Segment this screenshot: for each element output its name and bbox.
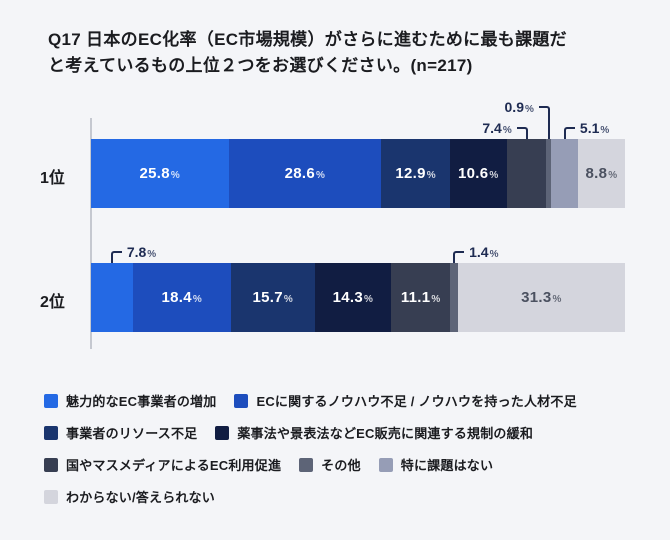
bar-segment: 10.6% [450, 139, 507, 208]
bar-segment [546, 139, 551, 208]
legend-label: 魅力的なEC事業者の増加 [66, 394, 217, 409]
callout-value-label: 7.4% [482, 120, 512, 136]
legend-item: 魅力的なEC事業者の増加 [44, 391, 216, 410]
bar-segment: 14.3% [314, 263, 392, 332]
bar-segment: 31.3% [457, 263, 625, 332]
callout-value-label: 5.1% [579, 120, 610, 136]
legend-swatch [44, 393, 58, 408]
row-category-label: 1位 [40, 169, 65, 187]
chart-title-line-1: Q17 日本のEC化率（EC市場規模）がさらに進むために最も課題だ [48, 30, 567, 49]
legend-swatch [299, 457, 314, 472]
legend-item: 事業者のリソース不足 [44, 423, 197, 442]
callout-line [538, 106, 550, 139]
bar-segment: 15.7% [230, 263, 315, 332]
legend-label: 薬事法や景表法などEC販売に関連する規制の緩和 [237, 426, 534, 441]
bar-segment [506, 139, 547, 208]
segment-value-label: 31.3% [521, 289, 562, 306]
segment-value-label: 25.8% [139, 165, 181, 182]
segment-value-label: 15.7% [252, 289, 294, 306]
legend-item: 特に課題はない [378, 455, 494, 474]
bar-segment: 28.6% [228, 139, 382, 208]
axis-line [90, 118, 92, 349]
segment-value-label: 11.1% [400, 289, 441, 306]
legend-swatch [44, 457, 58, 472]
bar-row: 25.8% 28.6% 12.9% 10.6% 8.8% [91, 139, 625, 208]
callout-line [453, 251, 465, 263]
legend-label: ECに関するノウハウ不足 / ノウハウを持った人材不足 [256, 394, 577, 409]
segment-value-label: 28.6% [284, 165, 326, 182]
legend-swatch [234, 393, 249, 408]
callout-line [516, 127, 528, 139]
legend-item: ECに関するノウハウ不足 / ノウハウを持った人材不足 [234, 391, 577, 410]
bar-segment: 25.8% [91, 139, 229, 208]
legend-item: 国やマスメディアによるEC利用促進 [44, 455, 281, 474]
bar-segment [91, 263, 133, 332]
callout-line [563, 127, 575, 139]
segment-value-label: 18.4% [161, 289, 203, 306]
legend-label: わからない/答えられない [66, 490, 216, 505]
bar-segment: 11.1% [391, 263, 451, 332]
segment-value-label: 8.8% [585, 165, 618, 182]
callout-value-label: 0.9% [504, 99, 534, 115]
segment-value-label: 14.3% [332, 289, 374, 306]
bar-segment: 18.4% [132, 263, 231, 332]
row-category-label: 2位 [40, 293, 65, 311]
legend-swatch [44, 489, 58, 504]
legend-label: 国やマスメディアによるEC利用促進 [66, 458, 282, 473]
legend-swatch [215, 425, 230, 440]
bar-segment: 12.9% [381, 139, 451, 208]
legend-item: 薬事法や景表法などEC販売に関連する規制の緩和 [215, 423, 533, 442]
callout-line [110, 251, 122, 263]
chart-title-line-2: と考えているもの上位２つをお選びください。(n=217) [48, 56, 473, 75]
segment-value-label: 10.6% [458, 165, 499, 182]
callout-value-label: 1.4% [469, 244, 499, 260]
legend-item: その他 [299, 455, 361, 474]
legend-swatch [378, 457, 393, 472]
bar-row: 18.4% 15.7% 14.3% 11.1% 31.3% [91, 263, 625, 332]
bar-segment [550, 139, 579, 208]
legend-label: その他 [321, 458, 361, 473]
legend-item: わからない/答えられない [44, 487, 215, 506]
legend-label: 特に課題はない [400, 458, 494, 473]
legend-swatch [44, 425, 58, 440]
bar-segment [450, 263, 458, 332]
legend-label: 事業者のリソース不足 [66, 426, 198, 441]
chart-title: Q17 日本のEC化率（EC市場規模）がさらに進むために最も課題だ と考えている… [48, 27, 638, 79]
callout-value-label: 7.8% [126, 244, 157, 260]
segment-value-label: 12.9% [395, 165, 436, 182]
bar-segment: 8.8% [578, 139, 625, 208]
chart-legend: 魅力的なEC事業者の増加 ECに関するノウハウ不足 / ノウハウを持った人材不足事… [44, 391, 648, 506]
